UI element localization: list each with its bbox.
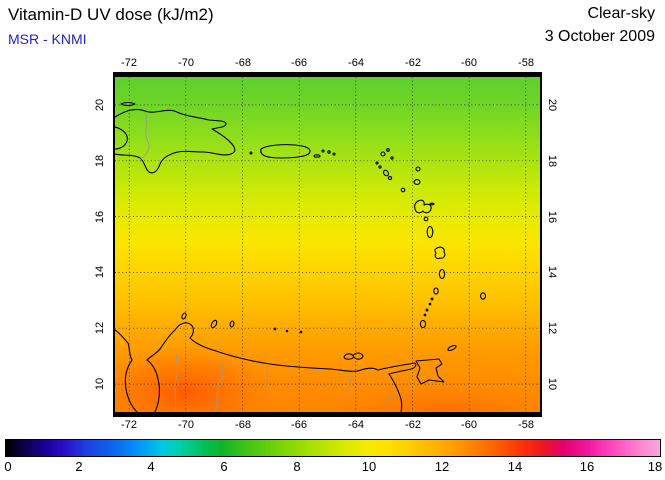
lat-tick-label: 12 bbox=[546, 321, 558, 335]
lon-tick-label: -58 bbox=[518, 419, 534, 431]
colorbar-tick-label: 4 bbox=[147, 459, 155, 474]
lon-tick-label: -66 bbox=[291, 57, 307, 69]
country-borders bbox=[141, 111, 403, 412]
sky-condition-label: Clear-sky bbox=[587, 5, 655, 22]
lat-tick-label: 20 bbox=[546, 98, 558, 112]
source-label: MSR - KNMI bbox=[8, 31, 87, 47]
caribbean-uv-map bbox=[115, 77, 540, 412]
map-frame bbox=[113, 72, 542, 417]
lat-tick-label: 16 bbox=[94, 210, 106, 224]
lat-tick-label: 12 bbox=[94, 321, 106, 335]
map-field bbox=[115, 77, 540, 412]
colorbar-tick-label: 14 bbox=[507, 459, 523, 474]
lon-tick-label: -68 bbox=[235, 419, 251, 431]
colorbar bbox=[5, 439, 661, 457]
lat-tick-label: 14 bbox=[94, 265, 106, 279]
colorbar-tick-label: 16 bbox=[579, 459, 595, 474]
colorbar-tick-label: 6 bbox=[220, 459, 228, 474]
lat-tick-label: 16 bbox=[546, 210, 558, 224]
coastlines bbox=[115, 101, 486, 412]
date-label: 3 October 2009 bbox=[544, 28, 655, 45]
colorbar-tick-label: 0 bbox=[4, 459, 12, 474]
page-title: Vitamin-D UV dose (kJ/m2) bbox=[8, 5, 214, 24]
lon-tick-label: -64 bbox=[348, 419, 364, 431]
lon-tick-label: -70 bbox=[178, 57, 194, 69]
lon-tick-label: -66 bbox=[291, 419, 307, 431]
lon-tick-label: -58 bbox=[518, 57, 534, 69]
lat-tick-label: 14 bbox=[546, 265, 558, 279]
lon-tick-label: -62 bbox=[405, 419, 421, 431]
lon-tick-label: -72 bbox=[121, 419, 137, 431]
lon-tick-label: -68 bbox=[235, 57, 251, 69]
lon-tick-label: -62 bbox=[405, 57, 421, 69]
colorbar-tick-label: 18 bbox=[647, 459, 663, 474]
colorbar-tick-label: 10 bbox=[361, 459, 377, 474]
lon-tick-label: -70 bbox=[178, 419, 194, 431]
colorbar-tick-label: 2 bbox=[75, 459, 83, 474]
lon-tick-label: -60 bbox=[461, 57, 477, 69]
lat-tick-label: 20 bbox=[94, 98, 106, 112]
grid-lines bbox=[115, 77, 540, 412]
colorbar-tick-label: 8 bbox=[293, 459, 301, 474]
lat-tick-label: 10 bbox=[94, 377, 106, 391]
colorbar-tick-label: 12 bbox=[434, 459, 450, 474]
lat-tick-label: 18 bbox=[94, 154, 106, 168]
lon-tick-label: -60 bbox=[461, 419, 477, 431]
lon-tick-label: -64 bbox=[348, 57, 364, 69]
lon-tick-label: -72 bbox=[121, 57, 137, 69]
lat-tick-label: 10 bbox=[546, 377, 558, 391]
lat-tick-label: 18 bbox=[546, 154, 558, 168]
